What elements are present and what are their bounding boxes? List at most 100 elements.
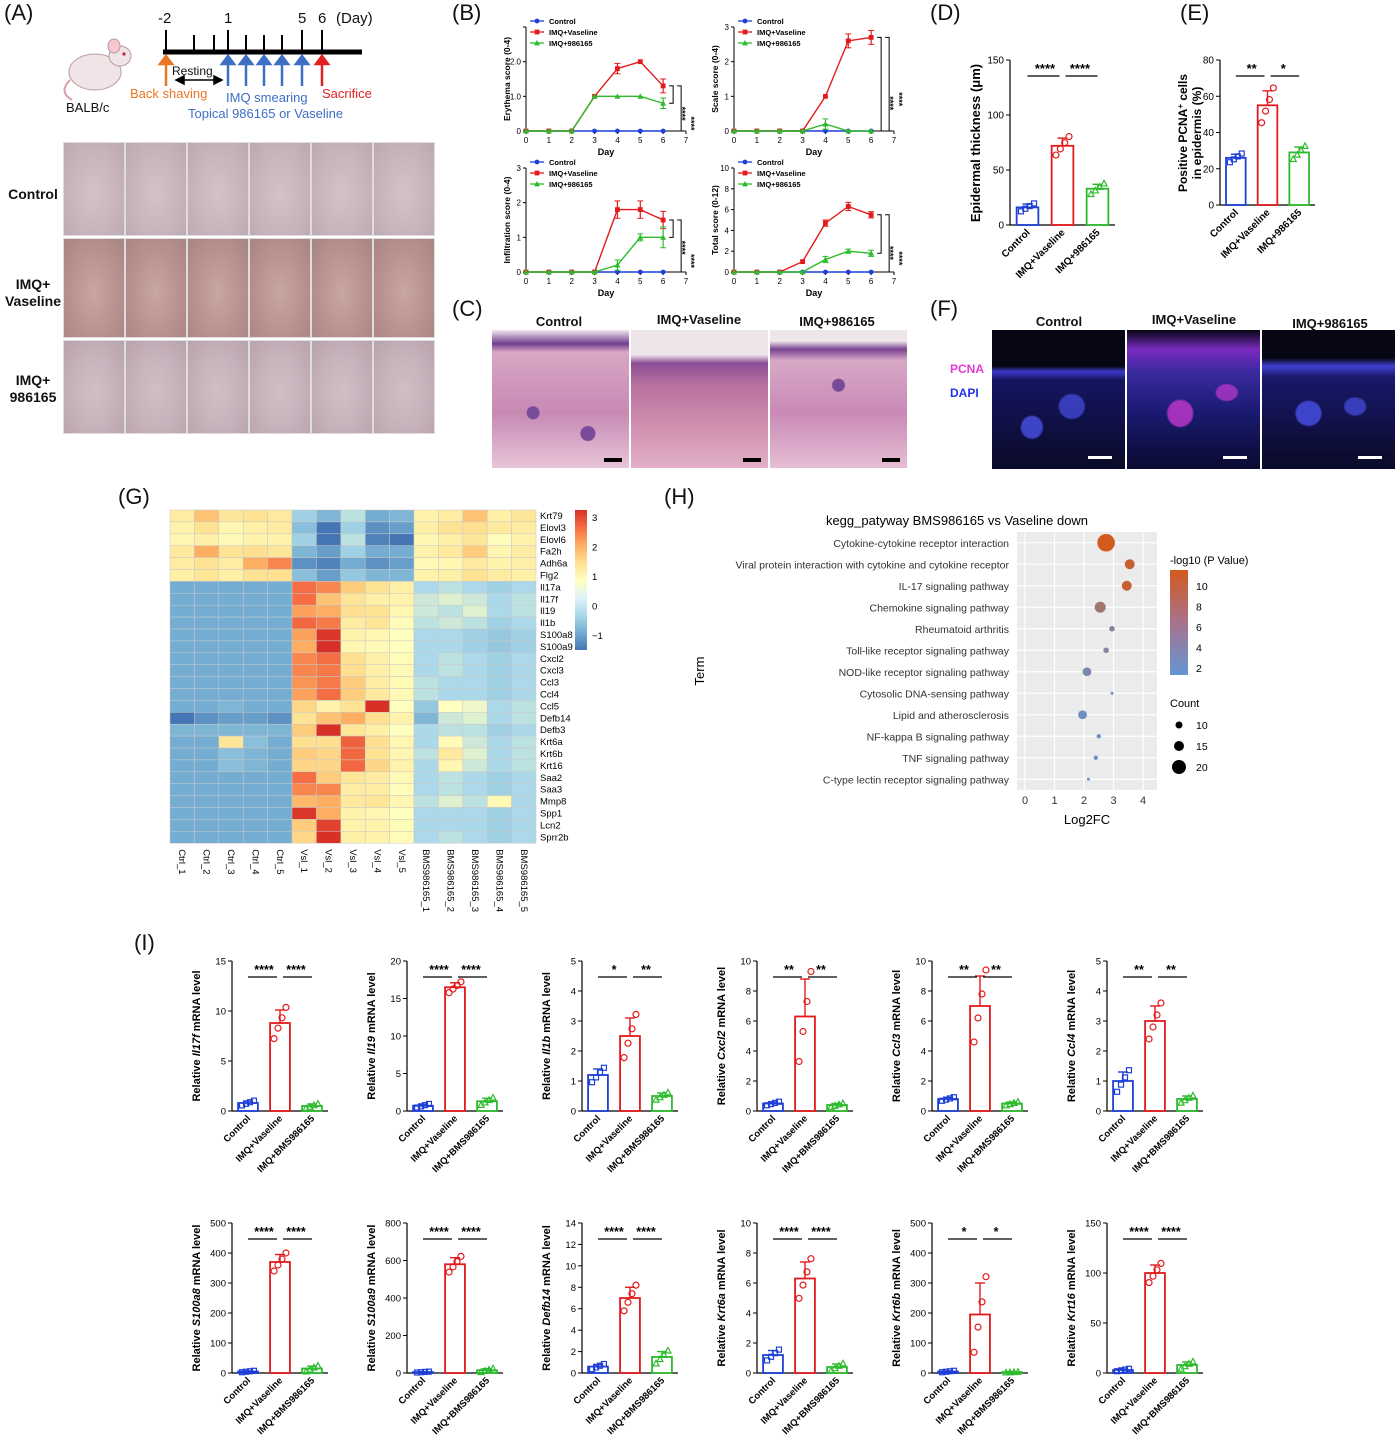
data-point [868, 212, 874, 218]
heatmap-cell [511, 628, 537, 642]
significance-label: **** [286, 963, 306, 977]
heatmap-cell [364, 664, 390, 677]
heatmap-cell [511, 712, 537, 725]
x-tick-label: IMQ+BMS986165 [255, 1113, 317, 1175]
heatmap-cell [340, 795, 366, 808]
heatmap-cell [438, 652, 464, 665]
heatmap-cell [486, 521, 512, 535]
heatmap-cell [316, 521, 342, 535]
data-point [823, 220, 828, 226]
color-legend-bar [1170, 570, 1188, 675]
significance-label: **** [461, 1225, 481, 1239]
x-tick-label: 3 [592, 136, 597, 145]
sample-label: Ctrl_4 [249, 849, 260, 874]
heatmap-cell [194, 819, 220, 832]
heatmap-cell [340, 533, 366, 546]
heatmap-cell [267, 533, 293, 546]
panel-g-heatmap: Krt79Elovl3Elovl6Fa2hAdh6aFlg2Il17aIl17f… [169, 509, 603, 912]
gene-label: Saa2 [540, 773, 562, 784]
mrna-bar-chart: 02468101214ControlIMQ+VaselineIMQ+BMS986… [541, 1219, 678, 1437]
data-point [242, 1100, 250, 1107]
y-axis-label: Relative S100a8 mRNA level [191, 1225, 203, 1372]
y-axis-label-gene: Ccl3 [891, 1034, 903, 1057]
heatmap-cell [169, 616, 195, 630]
data-point [1258, 119, 1266, 127]
x-tick-label: IMQ+BMS986165 [780, 1375, 842, 1437]
heatmap-cell [364, 652, 390, 665]
heatmap-cell [291, 712, 317, 725]
heatmap-cell [413, 533, 439, 546]
heatmap-cell [316, 831, 342, 844]
data-point [523, 128, 529, 134]
x-tick-label: 2 [777, 136, 782, 145]
y-axis-label-prefix: Relative [541, 1055, 553, 1100]
data-point [588, 1366, 596, 1373]
panel-label-b: (B) [452, 0, 482, 25]
significance-label: **** [779, 1225, 799, 1239]
y-tick-label: 0 [1096, 1107, 1101, 1118]
heatmap-cell [194, 735, 220, 749]
heatmap-cell [291, 795, 317, 808]
heatmap-cell [364, 735, 390, 749]
y-axis-label: Relative Il19 mRNA level [366, 972, 378, 1099]
data-point [282, 1003, 290, 1012]
heatmap-cell [291, 783, 317, 796]
heatmap-cell [218, 759, 244, 773]
y-tick-label: 10 [215, 1007, 226, 1018]
panel-label-e: (E) [1180, 0, 1210, 25]
heatmap-cell [438, 795, 464, 808]
heatmap-cell [242, 604, 268, 618]
heatmap-cell [389, 533, 415, 546]
sample-label: BMS986165_3 [469, 849, 480, 912]
size-legend-dot [1175, 721, 1183, 729]
heatmap-cell [291, 557, 317, 570]
size-legend-dot [1172, 760, 1186, 774]
significance-bracket [669, 85, 674, 104]
heatmap-cell [218, 628, 244, 642]
x-tick-label: 0 [732, 136, 737, 145]
significance-label: * [962, 1225, 967, 1239]
y-tick-label: 50 [993, 166, 1005, 177]
heatmap-cell [389, 771, 415, 784]
heatmap-cell [364, 795, 390, 808]
significance-bracket [677, 85, 682, 132]
heatmap-cell [486, 604, 512, 618]
mrna-bar-chart: 0246810ControlIMQ+VaselineIMQ+BMS986165*… [891, 957, 1028, 1175]
y-tick-label: 400 [385, 1294, 401, 1305]
sample-label: Vsl_3 [347, 849, 358, 873]
if-title-control: Control [1035, 314, 1083, 329]
sample-label: Ctrl_2 [201, 849, 212, 874]
x-tick-label: 7 [892, 277, 897, 286]
data-point [763, 1357, 771, 1364]
term-label: Lipid and atherosclerosis [893, 710, 1009, 722]
data-point [449, 985, 457, 993]
significance-label: **** [885, 246, 895, 261]
data-point [868, 35, 874, 40]
mrna-bar-chart: 0200400600800ControlIMQ+VaselineIMQ+BMS9… [366, 1219, 503, 1437]
heatmap-cell [486, 712, 512, 725]
panel-i-bar-charts: 051015ControlIMQ+VaselineIMQ+BMS986165**… [191, 957, 1203, 1437]
heatmap-cell [389, 807, 415, 820]
heatmap-cell [413, 700, 439, 713]
dot [1110, 691, 1114, 695]
heatmap-cell [511, 545, 537, 558]
heatmap-cell [364, 533, 390, 546]
data-point [453, 981, 461, 990]
heatmap-cell [413, 664, 439, 677]
x-tick-label: 0 [524, 277, 529, 286]
data-point [457, 1252, 465, 1260]
heatmap-cell [316, 581, 342, 594]
x-tick-label: IMQ+BMS986165 [430, 1375, 492, 1437]
heatmap-cell [242, 521, 268, 535]
sample-label: Ctrl_1 [176, 849, 187, 874]
heatmap-cell [242, 581, 268, 594]
x-tick-label: 6 [661, 136, 666, 145]
color-legend-label: 2 [1196, 663, 1202, 675]
bar [1144, 1020, 1166, 1112]
heatmap-cell [389, 831, 415, 844]
x-tick-label: 5 [638, 136, 643, 145]
heatmap-cell [413, 771, 439, 784]
y-tick-label: 4 [571, 1326, 576, 1337]
data-point [822, 256, 829, 262]
heatmap-cell [462, 676, 488, 689]
